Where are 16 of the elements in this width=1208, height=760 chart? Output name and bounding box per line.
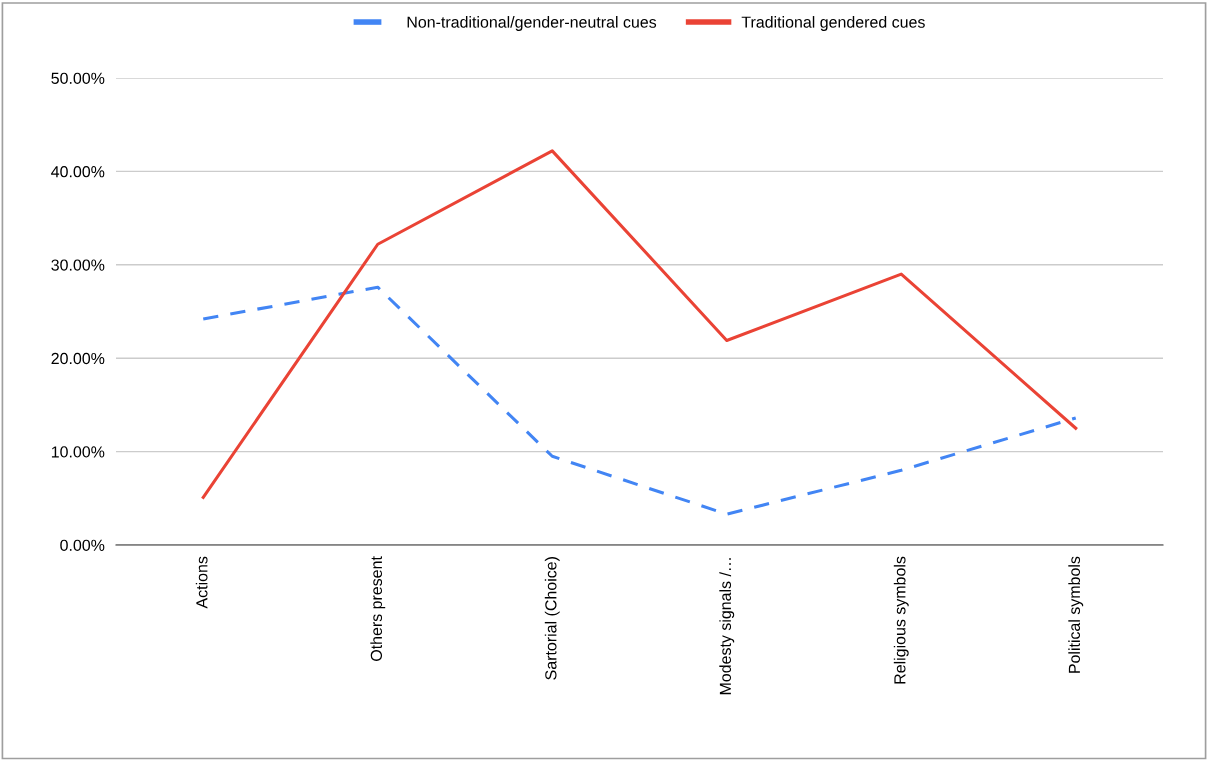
x-tick-label: Religious symbols bbox=[893, 556, 909, 684]
y-tick-label: 50.00% bbox=[51, 72, 105, 84]
y-tick-label: 20.00% bbox=[51, 352, 105, 365]
x-tick-label: Others present bbox=[370, 556, 386, 661]
y-tick-label: 10.00% bbox=[51, 446, 105, 458]
x-tick-label: Actions bbox=[195, 556, 208, 609]
line-series bbox=[201, 149, 1078, 499]
x-tick-label: Sartorial (Choice) bbox=[544, 557, 560, 680]
legend-label: Non-traditional/gender-neutral cues bbox=[407, 16, 657, 31]
y-tick-label: 30.00% bbox=[51, 259, 105, 271]
x-tick-label: Political symbols bbox=[1068, 556, 1084, 673]
y-tick-label: 40.00% bbox=[51, 166, 105, 178]
x-tick-label: Modesty signals /… bbox=[719, 558, 735, 695]
line-series bbox=[201, 285, 1078, 516]
legend-label: Traditional gendered cues bbox=[741, 16, 925, 31]
y-tick-label: 0.00% bbox=[60, 539, 105, 551]
